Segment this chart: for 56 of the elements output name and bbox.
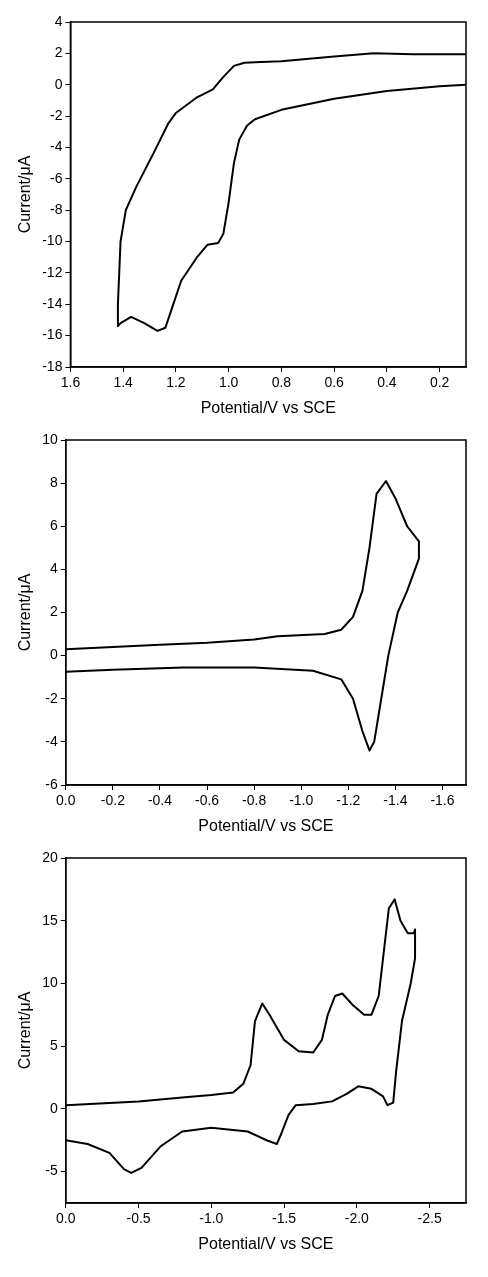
y-tick-label: -6 <box>45 775 58 792</box>
x-tick-label: -1.0 <box>289 792 314 809</box>
y-axis-title: Current/μA <box>16 991 34 1070</box>
y-axis-title: Current/μA <box>16 573 34 652</box>
y-tick-label: -2 <box>45 689 58 706</box>
y-tick-label: 10 <box>42 974 58 991</box>
x-tick-label: 0.6 <box>324 374 345 391</box>
x-tick-label: -1.4 <box>383 792 408 809</box>
x-tick-label: 1.6 <box>60 374 81 391</box>
x-tick-label: -1.0 <box>199 1210 224 1227</box>
y-tick-label: -8 <box>49 201 63 218</box>
x-tick-label: -1.2 <box>336 792 361 809</box>
y-tick-label: -4 <box>49 138 63 155</box>
y-tick-label: -12 <box>42 263 63 280</box>
x-tick-label: -0.2 <box>100 792 126 809</box>
y-tick-label: -16 <box>42 326 63 343</box>
x-axis-title: Potential/V vs SCE <box>198 816 334 834</box>
y-tick-label: 0 <box>49 646 58 663</box>
y-tick-label: 5 <box>49 1037 58 1054</box>
x-tick-label: 0.0 <box>56 1210 76 1227</box>
x-tick-label: -0.8 <box>242 792 267 809</box>
x-axis-title: Potential/V vs SCE <box>200 398 336 416</box>
y-tick-label: -10 <box>42 232 63 249</box>
y-tick-label: -5 <box>45 1162 58 1179</box>
x-tick-label: -1.5 <box>272 1210 297 1227</box>
y-tick-label: 8 <box>49 473 58 490</box>
x-tick-label: -0.4 <box>147 792 173 809</box>
x-tick-label: 1.2 <box>166 374 186 391</box>
x-tick-label: 1.0 <box>218 374 239 391</box>
x-tick-label: 1.4 <box>113 374 134 391</box>
x-tick-label: -2.0 <box>344 1210 370 1227</box>
y-tick-label: 6 <box>49 517 58 534</box>
y-tick-label: -18 <box>42 357 63 374</box>
x-tick-label: -2.5 <box>417 1210 442 1227</box>
x-tick-label: -1.6 <box>430 792 455 809</box>
x-tick-label: 0.4 <box>377 374 397 391</box>
x-tick-label: 0.0 <box>56 792 76 809</box>
y-tick-label: -14 <box>42 295 63 312</box>
y-axis-title: Current/μA <box>16 155 34 234</box>
x-tick-label: -0.5 <box>126 1210 151 1227</box>
x-tick-label: 0.2 <box>429 374 450 391</box>
y-tick-label: 10 <box>42 430 58 447</box>
y-tick-label: -4 <box>45 732 58 749</box>
y-tick-label: -2 <box>49 106 63 123</box>
y-tick-label: 20 <box>42 848 58 865</box>
y-tick-label: -6 <box>49 169 63 186</box>
y-tick-label: 0 <box>49 1099 58 1116</box>
x-tick-label: 0.8 <box>271 374 292 391</box>
y-tick-label: 4 <box>49 560 58 577</box>
x-axis-title: Potential/V vs SCE <box>198 1234 334 1252</box>
y-tick-label: 15 <box>42 911 58 928</box>
y-tick-label: 2 <box>49 603 58 620</box>
y-tick-label: 2 <box>54 44 63 61</box>
y-tick-label: 0 <box>54 75 63 92</box>
x-tick-label: -0.6 <box>194 792 220 809</box>
y-tick-label: 4 <box>54 12 63 29</box>
